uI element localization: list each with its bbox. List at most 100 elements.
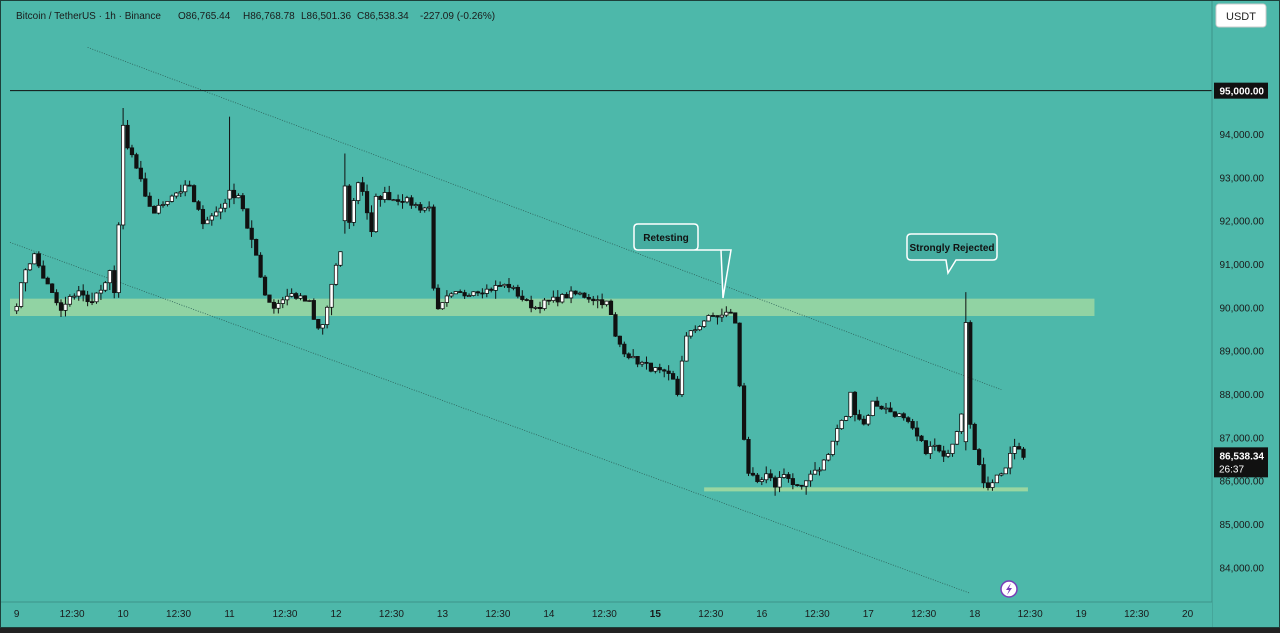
candle [267, 294, 272, 303]
x-tick-label: 12:30 [485, 609, 510, 620]
x-tick-label: 20 [1182, 609, 1194, 620]
candle [418, 202, 423, 213]
y-tick-label: 90,000.00 [1220, 303, 1265, 314]
candle [866, 413, 871, 427]
candle [879, 405, 884, 410]
candle [271, 299, 277, 314]
time-axis[interactable] [0, 602, 1212, 628]
candle [298, 293, 303, 301]
candle [316, 318, 321, 330]
ohlc-high: H86,768.78 [243, 11, 295, 22]
candle [54, 289, 59, 306]
candle [617, 335, 622, 348]
candle [404, 195, 410, 204]
candle [435, 284, 441, 310]
candle [790, 473, 795, 490]
candle [98, 284, 104, 300]
candle [325, 305, 330, 329]
candle [768, 469, 773, 482]
candle [240, 193, 245, 212]
candle [85, 290, 90, 307]
candle [852, 390, 858, 422]
candle [524, 298, 529, 302]
candle [764, 466, 769, 484]
candle [568, 286, 574, 304]
x-tick-label: 16 [756, 609, 768, 620]
chart-symbol: Bitcoin / TetherUS · 1h · Binance [16, 11, 161, 22]
x-tick-label: 12:30 [272, 609, 297, 620]
candle [107, 269, 112, 291]
channel-upper-line [87, 46, 1002, 391]
candle [262, 275, 268, 296]
candle [999, 472, 1004, 477]
candle [724, 306, 729, 318]
candle [191, 184, 197, 203]
candle [160, 201, 166, 208]
candle [573, 290, 578, 296]
candle [143, 172, 148, 197]
candle [604, 300, 609, 307]
candle [626, 352, 631, 360]
candle [116, 222, 121, 298]
last-price-label: 86,538.34 26:37 [1214, 447, 1268, 478]
candle [183, 180, 188, 197]
x-tick-label: 15 [650, 609, 662, 620]
candle [187, 180, 192, 187]
candle [50, 283, 55, 293]
candle [249, 220, 254, 249]
candle [254, 238, 259, 256]
candle [156, 198, 161, 215]
candle [564, 292, 569, 299]
x-tick-label: 17 [863, 609, 875, 620]
candle [777, 471, 782, 493]
candle [311, 298, 316, 320]
candle [14, 303, 19, 315]
candle [395, 194, 401, 206]
candle [18, 282, 24, 309]
x-tick-label: 19 [1076, 609, 1088, 620]
candle [369, 205, 374, 237]
candle [169, 194, 174, 203]
candle [400, 194, 405, 209]
candle [32, 252, 37, 265]
candle [719, 308, 724, 322]
x-tick-label: 12:30 [592, 609, 617, 620]
currency-button[interactable]: USDT [1215, 3, 1267, 28]
candle [586, 294, 591, 303]
candle [941, 445, 946, 462]
x-tick-label: 9 [14, 609, 20, 620]
candle [112, 265, 117, 299]
candle [360, 176, 365, 196]
candle [520, 290, 525, 302]
candle [200, 205, 206, 230]
candle [861, 415, 866, 426]
candle [223, 198, 228, 213]
candle [387, 185, 392, 201]
candle [746, 436, 751, 477]
candle [928, 441, 933, 459]
candle [972, 422, 977, 451]
y-tick-label: 87,000.00 [1220, 433, 1265, 444]
lightning-icon[interactable] [1000, 580, 1018, 598]
candle [1008, 446, 1013, 475]
price-axis[interactable] [1212, 0, 1280, 628]
resistance-zone [10, 298, 1095, 316]
x-tick-label: 12:30 [1124, 609, 1149, 620]
candle [72, 293, 77, 300]
candle [276, 299, 281, 314]
candle [533, 305, 538, 310]
candle [293, 291, 299, 300]
candle [639, 360, 645, 367]
candle [103, 281, 108, 293]
x-tick-label: 12:30 [166, 609, 191, 620]
candle [990, 479, 995, 491]
candle [498, 281, 503, 287]
candle [338, 251, 343, 267]
candle [693, 325, 698, 334]
candle [817, 467, 822, 476]
candle [125, 119, 130, 150]
candle [227, 116, 232, 208]
candle [121, 108, 126, 230]
